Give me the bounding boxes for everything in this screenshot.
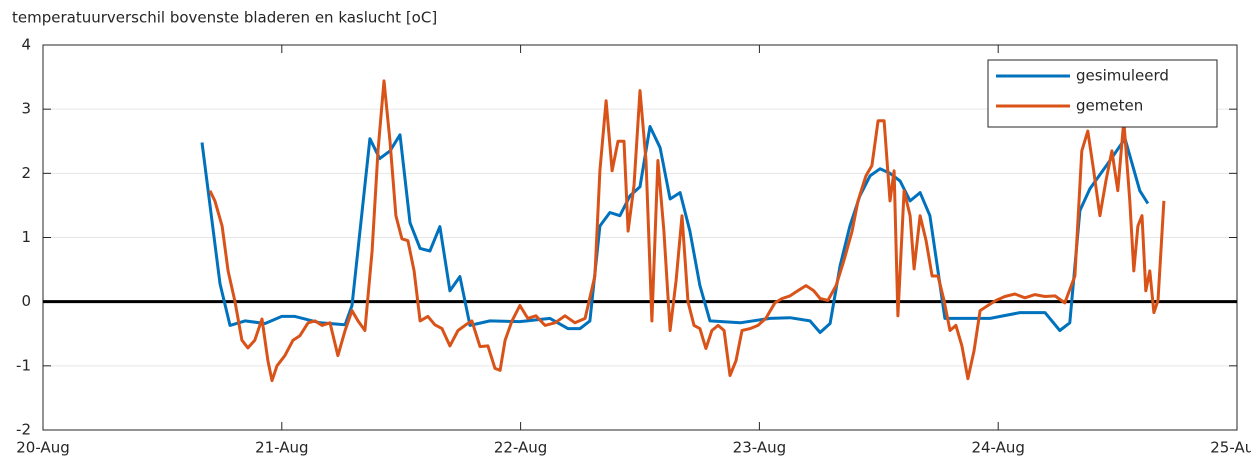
line-series bbox=[208, 79, 1166, 383]
x-tick-label: 21-Aug bbox=[255, 439, 308, 457]
legend-box bbox=[987, 59, 1218, 128]
legend: gesimuleerd gemeten bbox=[987, 59, 1218, 128]
y-tick-label: 1 bbox=[21, 228, 31, 246]
y-tick-label: 4 bbox=[21, 36, 31, 54]
chart-title: temperatuurverschil bovenste bladeren en… bbox=[12, 9, 437, 27]
x-tick-label: 23-Aug bbox=[733, 439, 786, 457]
x-tick-label: 20-Aug bbox=[16, 439, 69, 457]
legend-label: gemeten bbox=[1076, 97, 1143, 115]
y-tick-label: 3 bbox=[21, 100, 31, 118]
y-tick-label: 2 bbox=[21, 164, 31, 182]
y-tick-label: -2 bbox=[16, 421, 31, 439]
axes-box bbox=[42, 44, 1238, 431]
x-tick-label: 25-Aug bbox=[1210, 439, 1251, 457]
x-tick-label: 22-Aug bbox=[494, 439, 547, 457]
legend-label: gesimuleerd bbox=[1076, 67, 1169, 85]
y-tick-label: 0 bbox=[21, 292, 31, 310]
x-tick-label: 24-Aug bbox=[971, 439, 1024, 457]
y-tick-label: -1 bbox=[16, 356, 31, 374]
line-series bbox=[200, 125, 1150, 334]
